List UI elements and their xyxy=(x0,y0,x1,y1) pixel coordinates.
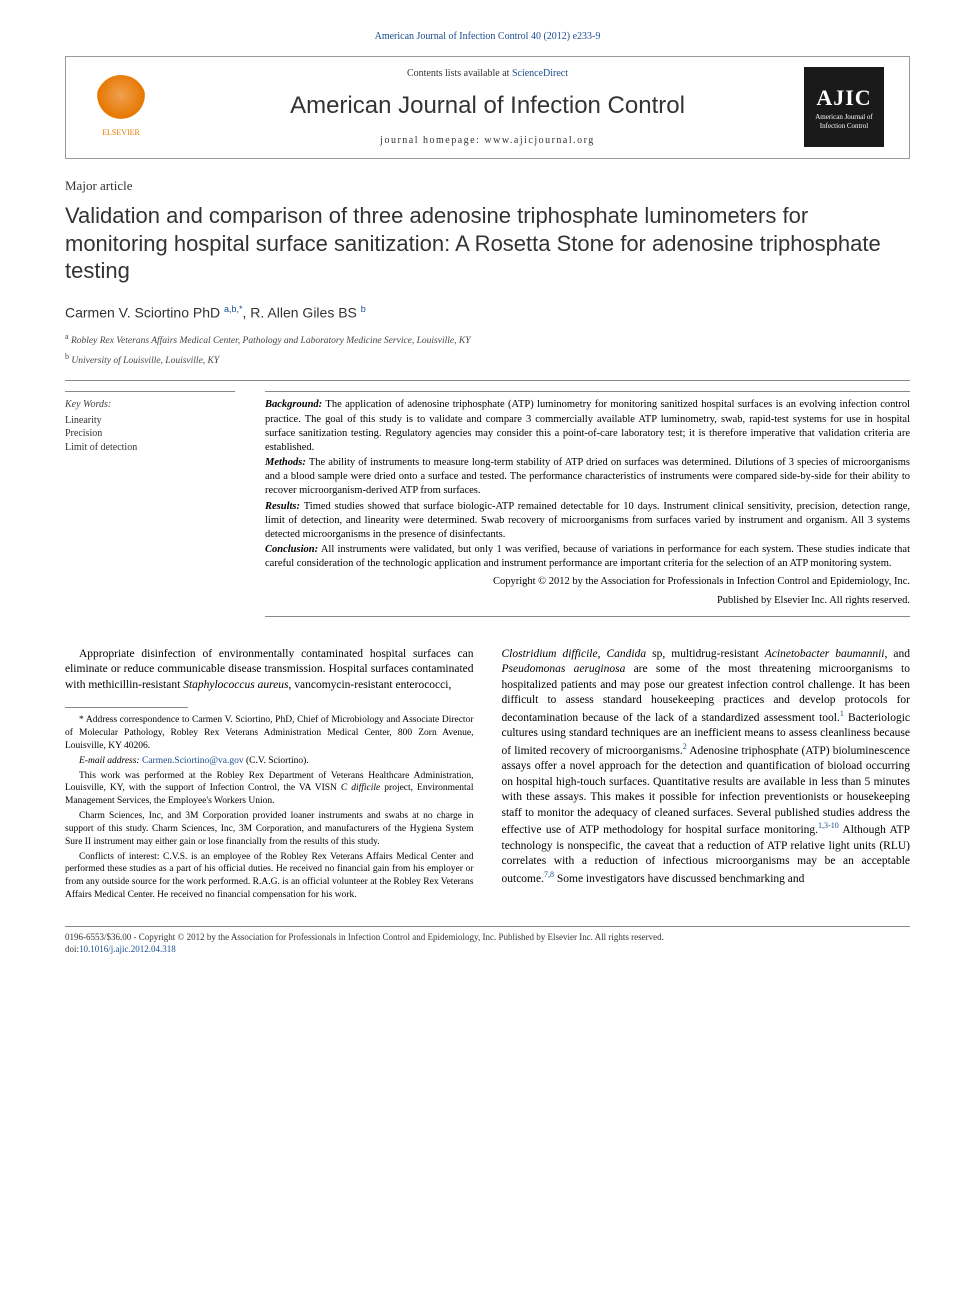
ajic-logo: AJIC American Journal of Infection Contr… xyxy=(804,67,884,147)
journal-header: ELSEVIER Contents lists available at Sci… xyxy=(65,56,910,159)
homepage-line: journal homepage: www.ajicjournal.org xyxy=(181,134,794,148)
ajic-subtitle: American Journal of Infection Control xyxy=(804,113,884,132)
keyword: Precision xyxy=(65,427,235,441)
email-label: E-mail address: xyxy=(79,756,140,766)
contents-line: Contents lists available at ScienceDirec… xyxy=(181,67,794,81)
homepage-url[interactable]: www.ajicjournal.org xyxy=(484,135,594,146)
body-paragraph-2: Clostridium difficile, Candida sp, multi… xyxy=(502,647,911,887)
bottom-copy-line: 0196-6553/$36.00 - Copyright © 2012 by t… xyxy=(65,931,910,943)
authors: Carmen V. Sciortino PhD a,b,*, R. Allen … xyxy=(65,303,910,323)
abstract-bg-text: The application of adenosine triphosphat… xyxy=(265,399,910,453)
affil-text: University of Louisville, Louisville, KY xyxy=(71,357,219,367)
bottom-copyright: 0196-6553/$36.00 - Copyright © 2012 by t… xyxy=(65,931,910,955)
abstract-results-text: Timed studies showed that surface biolog… xyxy=(265,501,910,540)
keyword: Limit of detection xyxy=(65,441,235,455)
footnote-email: E-mail address: Carmen.Sciortino@va.gov … xyxy=(65,755,474,768)
doi-link[interactable]: 10.1016/j.ajic.2012.04.318 xyxy=(79,944,176,954)
abstract-background: Background: The application of adenosine… xyxy=(265,398,910,455)
abstract-conclusion-text: All instruments were validated, but only… xyxy=(265,544,910,569)
abstract-conclusion: Conclusion: All instruments were validat… xyxy=(265,543,910,571)
footnote-divider xyxy=(65,707,188,708)
keywords-label: Key Words: xyxy=(65,398,235,412)
ajic-abbrev: AJIC xyxy=(816,83,871,113)
footnotes: * Address correspondence to Carmen V. Sc… xyxy=(65,714,474,901)
body-text: Appropriate disinfection of environmenta… xyxy=(65,647,910,902)
abstract-block: Key Words: Linearity Precision Limit of … xyxy=(65,391,910,616)
citation-line: American Journal of Infection Control 40… xyxy=(65,30,910,44)
homepage-prefix: journal homepage: xyxy=(380,135,484,146)
header-center: Contents lists available at ScienceDirec… xyxy=(181,67,794,148)
elsevier-label: ELSEVIER xyxy=(102,128,140,139)
body-paragraph-1: Appropriate disinfection of environmenta… xyxy=(65,647,474,694)
email-paren: (C.V. Sciortino). xyxy=(246,756,309,766)
article-type: Major article xyxy=(65,177,910,195)
keywords-column: Key Words: Linearity Precision Limit of … xyxy=(65,391,235,616)
footnote-correspondence: * Address correspondence to Carmen V. Sc… xyxy=(65,714,474,752)
footnote-conflicts: Conflicts of interest: C.V.S. is an empl… xyxy=(65,851,474,902)
doi-label: doi: xyxy=(65,944,79,954)
affil-text: Robley Rex Veterans Affairs Medical Cent… xyxy=(71,337,471,347)
journal-name: American Journal of Infection Control xyxy=(181,90,794,122)
footnote-acknowledgment-2: Charm Sciences, Inc, and 3M Corporation … xyxy=(65,810,474,848)
elsevier-logo: ELSEVIER xyxy=(81,67,161,147)
abstract-copyright-1: Copyright © 2012 by the Association for … xyxy=(265,575,910,589)
abstract-copyright-2: Published by Elsevier Inc. All rights re… xyxy=(265,594,910,608)
affil-sup: a xyxy=(65,332,69,341)
divider xyxy=(65,380,910,381)
contents-prefix: Contents lists available at xyxy=(407,68,512,79)
footnote-acknowledgment-1: This work was performed at the Robley Re… xyxy=(65,770,474,808)
abstract-methods: Methods: The ability of instruments to m… xyxy=(265,456,910,499)
bottom-doi: doi:10.1016/j.ajic.2012.04.318 xyxy=(65,943,910,955)
keyword: Linearity xyxy=(65,414,235,428)
abstract-column: Background: The application of adenosine… xyxy=(265,391,910,616)
abstract-methods-text: The ability of instruments to measure lo… xyxy=(265,457,910,496)
article-title: Validation and comparison of three adeno… xyxy=(65,202,910,285)
affiliation-a: a Robley Rex Veterans Affairs Medical Ce… xyxy=(65,332,910,348)
elsevier-tree-icon xyxy=(96,75,146,125)
affiliation-b: b University of Louisville, Louisville, … xyxy=(65,352,910,368)
sciencedirect-link[interactable]: ScienceDirect xyxy=(512,68,568,79)
email-link[interactable]: Carmen.Sciortino@va.gov xyxy=(142,756,244,766)
abstract-results: Results: Timed studies showed that surfa… xyxy=(265,500,910,543)
affil-sup: b xyxy=(65,352,69,361)
bottom-divider xyxy=(65,926,910,927)
